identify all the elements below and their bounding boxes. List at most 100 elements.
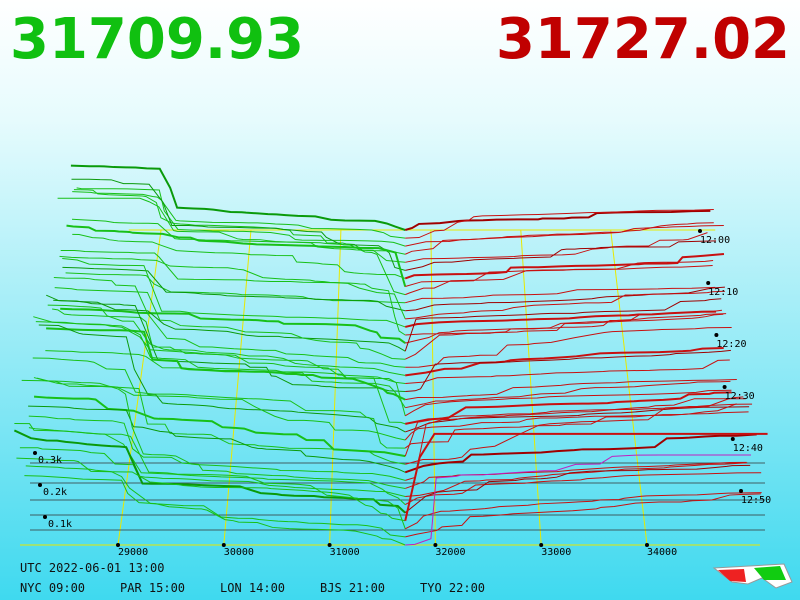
- bid-depth-line: [16, 457, 406, 522]
- ask-depth-line: [405, 492, 762, 530]
- bid-depth-line: [62, 266, 406, 312]
- price-tick-dot: [645, 543, 649, 547]
- time-tick-dot: [722, 385, 727, 389]
- depth-tick-dot: [38, 483, 42, 487]
- price-tick-label: 32000: [435, 547, 465, 558]
- time-tick-dot: [714, 333, 719, 337]
- ask-depth-line: [404, 411, 749, 441]
- time-tick-label: 12:10: [708, 287, 738, 298]
- bid-depth-line: [33, 395, 406, 458]
- price-tick-dot: [327, 543, 332, 547]
- bid-depth-line: [71, 178, 406, 271]
- bid-depth-line: [52, 308, 406, 376]
- ask-depth-line: [405, 493, 761, 538]
- ask-depth-line: [405, 462, 748, 498]
- price-tick-dot: [116, 543, 120, 547]
- ask-price: 31727.02: [496, 7, 790, 72]
- ask-depth-line: [405, 224, 724, 255]
- ask-depth-line: [405, 359, 730, 384]
- utc-time: UTC 2022-06-01 13:00: [20, 561, 165, 575]
- time-tick-label: 12:30: [725, 391, 755, 402]
- ask-depth-line: [405, 346, 724, 377]
- price-grid-line: [117, 229, 162, 546]
- time-zones: NYC 09:00 PAR 15:00 LON 14:00 BJS 21:00 TYO …: [20, 581, 485, 595]
- ask-depth-line: [405, 326, 732, 368]
- ask-depth-line: [405, 286, 716, 304]
- price-grid-line: [610, 229, 648, 546]
- time-tick-label: 12:20: [716, 339, 746, 350]
- bid-depth-line: [33, 316, 406, 425]
- price-tick-dot: [539, 543, 544, 547]
- depth-tick-label: 0.3k: [38, 455, 62, 466]
- axis-labels: 29000 30000 31000 32000 33000 34000 12:00 12:10…: [33, 229, 771, 558]
- bid-depth-line: [71, 218, 406, 255]
- ask-depth-line: [405, 380, 731, 409]
- bid-depth-line: [13, 429, 406, 514]
- zone-time: BJS 21:00: [320, 581, 385, 595]
- time-tick-dot: [706, 281, 711, 285]
- bid-depth-line: [72, 233, 406, 279]
- price-tick-label: 34000: [647, 547, 677, 558]
- ask-depth-line: [405, 461, 747, 489]
- bid-depth-line: [19, 447, 406, 498]
- bid-depth-line: [33, 377, 406, 441]
- bid-depth-line: [76, 187, 406, 247]
- ask-depth-line: [405, 454, 751, 546]
- ask-depth-line: [405, 265, 713, 296]
- depth-tick-label: 0.2k: [43, 487, 67, 498]
- time-tick-label: 12:40: [733, 443, 763, 454]
- ask-depth-line: [404, 464, 751, 514]
- ask-depth-line: [405, 290, 726, 320]
- price-grid-line: [223, 229, 252, 546]
- bid-depth-line: [21, 379, 406, 481]
- ask-depth-line: [405, 309, 723, 344]
- bid-depth-line: [35, 321, 406, 408]
- bid-depth-line: [14, 423, 406, 530]
- ask-depth-line: [405, 403, 753, 465]
- zone-time: PAR 15:00: [120, 581, 185, 595]
- bid-depth-line: [54, 287, 406, 360]
- ask-depth-line: [404, 472, 762, 506]
- bid-depth-line: [28, 415, 406, 489]
- ask-depth-line: [404, 209, 711, 231]
- ask-depth-line: [404, 433, 757, 474]
- ask-depth-line: [405, 398, 746, 481]
- bid-depth-line: [53, 299, 406, 352]
- time-tick-dot: [739, 489, 743, 493]
- ask-depth-line: [405, 240, 717, 271]
- price-tick-label: 31000: [330, 547, 360, 558]
- bid-price: 31709.93: [10, 7, 304, 72]
- price-tick-label: 30000: [224, 547, 254, 558]
- bid-depth-line: [66, 224, 407, 287]
- bid-depth-line: [65, 272, 406, 304]
- ask-depth-line: [405, 313, 727, 360]
- 3d-glasses-icon: [712, 563, 793, 589]
- bid-depth-line: [60, 307, 406, 344]
- bid-depth-line: [38, 324, 406, 433]
- ask-depth-line: [405, 378, 737, 401]
- zone-time: NYC 09:00: [20, 581, 85, 595]
- ask-depth-line: [404, 298, 722, 352]
- price-tick-dot: [433, 543, 438, 547]
- depth-tick-dot: [43, 515, 47, 519]
- bid-depth-line: [72, 191, 406, 239]
- zone-time: LON 14:00: [220, 581, 285, 595]
- price-tick-dot: [221, 543, 226, 547]
- bid-depth-line: [24, 475, 406, 546]
- time-tick-dot: [730, 437, 735, 441]
- bid-depth-line: [62, 257, 406, 328]
- ask-depth-line: [405, 391, 732, 425]
- time-tick-label: 12:50: [741, 495, 771, 506]
- bid-depth-line: [57, 197, 406, 296]
- depth-curves: [13, 164, 768, 546]
- bid-depth-line: [73, 189, 406, 263]
- price-tick-label: 29000: [118, 547, 148, 558]
- zone-time: TYO 22:00: [420, 581, 485, 595]
- bid-depth-line: [32, 357, 406, 449]
- bid-depth-line: [53, 277, 406, 368]
- time-tick-label: 12:00: [700, 235, 730, 246]
- ask-depth-line: [404, 432, 768, 521]
- time-tick-dot: [698, 229, 702, 233]
- price-tick-label: 33000: [541, 547, 571, 558]
